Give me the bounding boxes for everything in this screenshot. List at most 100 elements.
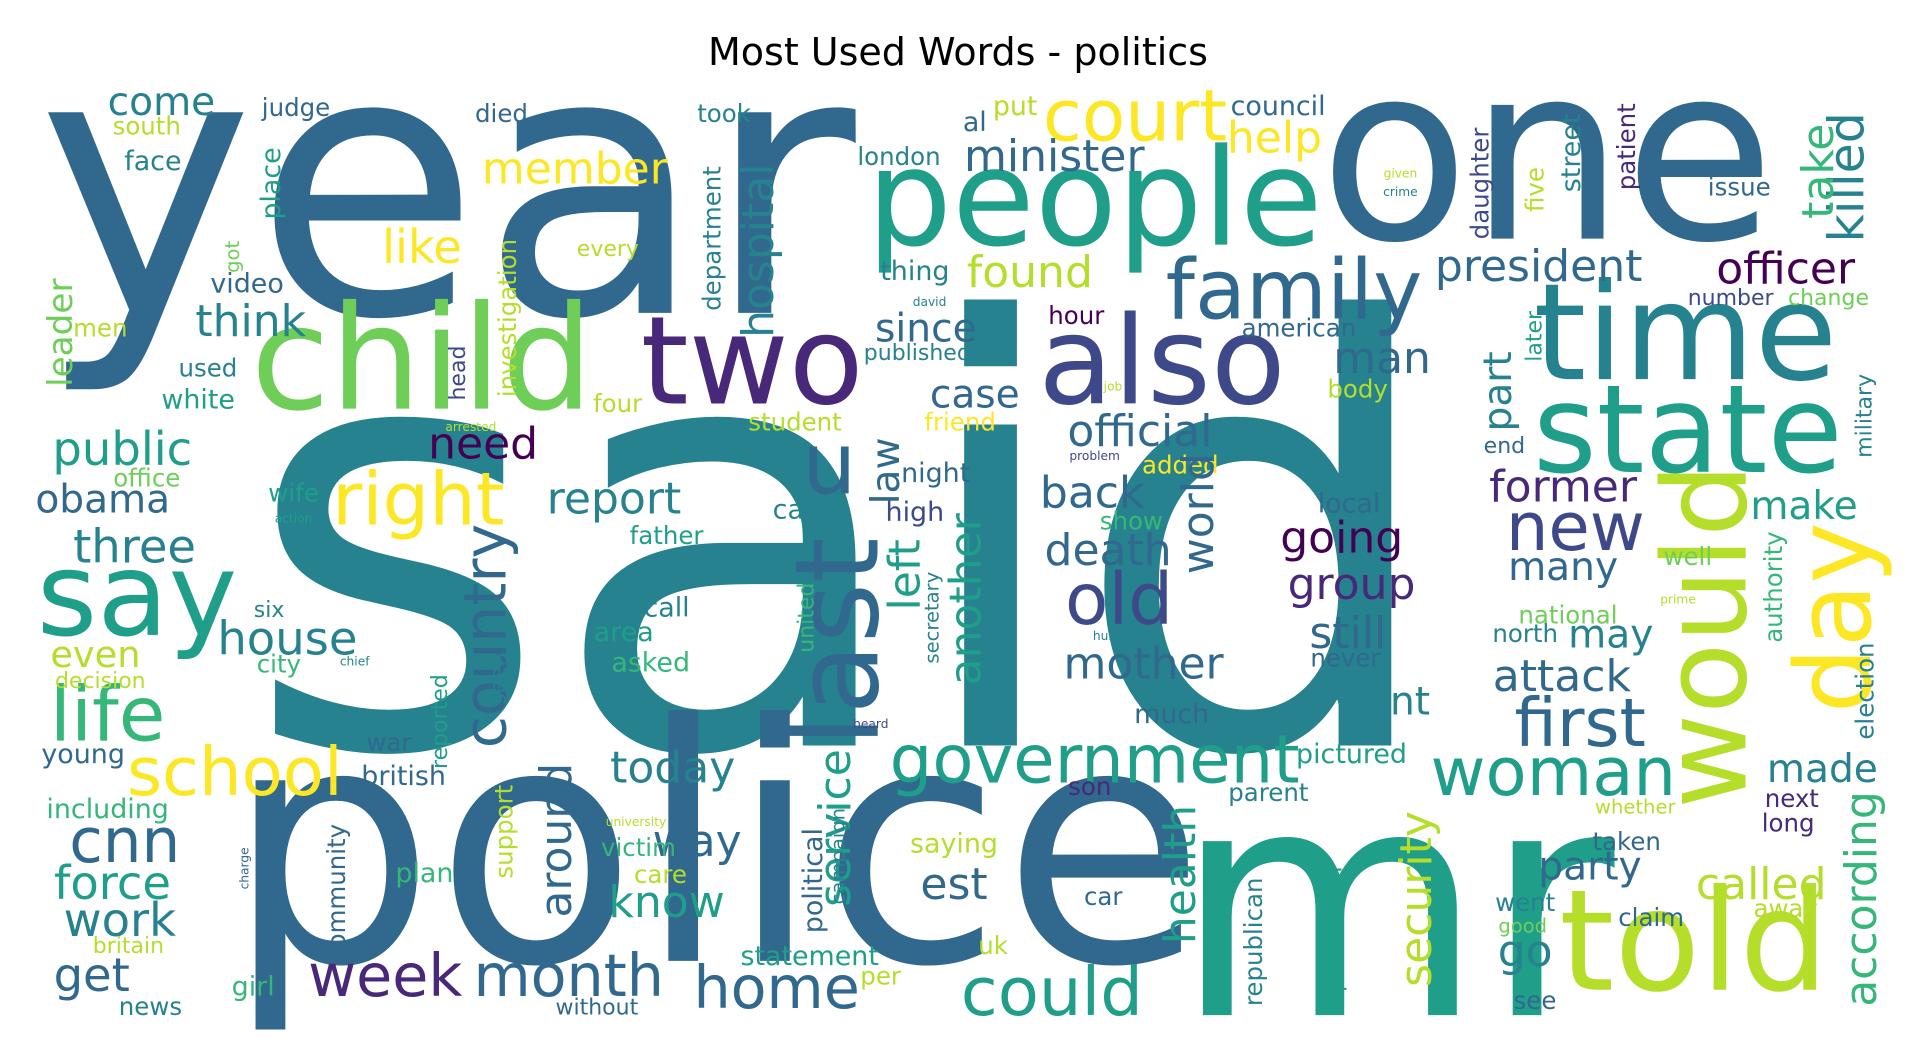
word: long bbox=[1762, 809, 1815, 838]
word: published bbox=[864, 341, 971, 366]
word: two bbox=[641, 289, 864, 432]
word: prime bbox=[1660, 592, 1696, 606]
word: help bbox=[1227, 113, 1322, 164]
word: made bbox=[1767, 747, 1878, 792]
word: report bbox=[547, 474, 681, 525]
word: year bbox=[37, 0, 860, 400]
word: month bbox=[473, 942, 663, 1010]
word: attack bbox=[1493, 651, 1632, 702]
word: take bbox=[1793, 124, 1844, 219]
word: change bbox=[1788, 286, 1869, 311]
word: human bbox=[1093, 629, 1136, 643]
word: go bbox=[1498, 926, 1553, 977]
word: next bbox=[1765, 784, 1819, 813]
word: arrested bbox=[445, 420, 496, 434]
word: car bbox=[1084, 882, 1123, 911]
word: asked bbox=[611, 647, 690, 678]
word: victim bbox=[601, 833, 676, 862]
word: men bbox=[73, 313, 127, 342]
word: man bbox=[1333, 333, 1431, 384]
word: decision bbox=[55, 669, 146, 694]
word: get bbox=[54, 948, 130, 1002]
word: heard bbox=[853, 717, 888, 731]
word: seen bbox=[487, 653, 512, 705]
word: street bbox=[1556, 114, 1587, 193]
word: patient bbox=[1612, 103, 1641, 190]
word: given bbox=[1384, 167, 1418, 181]
word: found bbox=[967, 247, 1093, 298]
word: video bbox=[210, 268, 283, 299]
word: american bbox=[1242, 313, 1357, 342]
word: student bbox=[748, 407, 841, 436]
word: per bbox=[860, 962, 902, 991]
word: may bbox=[1568, 612, 1653, 657]
word: chief bbox=[340, 655, 370, 669]
word: mr bbox=[1174, 720, 1618, 1047]
word: call bbox=[643, 592, 689, 623]
word: woman bbox=[1431, 733, 1677, 811]
word: see bbox=[1514, 986, 1557, 1015]
word: support bbox=[489, 785, 518, 879]
word: est bbox=[920, 859, 987, 910]
word: court bbox=[1043, 75, 1227, 158]
word: well bbox=[1664, 542, 1713, 571]
word: war bbox=[366, 728, 412, 757]
word: also bbox=[1038, 289, 1285, 432]
word: went bbox=[1495, 888, 1555, 917]
word: part bbox=[1476, 351, 1521, 431]
word: political bbox=[798, 828, 829, 933]
word: first bbox=[1515, 684, 1646, 762]
word: secretary bbox=[920, 572, 943, 664]
word: would bbox=[1639, 463, 1774, 809]
word: president bbox=[1435, 241, 1642, 292]
word: number bbox=[1688, 286, 1775, 311]
word: said bbox=[243, 202, 1444, 885]
word: action bbox=[275, 512, 313, 526]
word: even bbox=[50, 633, 140, 676]
word: obama bbox=[35, 478, 170, 523]
word: away bbox=[1753, 894, 1817, 923]
word: since bbox=[875, 307, 977, 352]
word: time bbox=[1533, 254, 1837, 411]
word: london bbox=[857, 142, 940, 171]
word: public bbox=[52, 422, 192, 476]
word: parent bbox=[1228, 778, 1308, 807]
word: officer bbox=[1716, 244, 1856, 295]
word: know bbox=[608, 877, 724, 928]
word: face bbox=[124, 146, 181, 177]
word: united bbox=[795, 583, 820, 653]
word: area bbox=[594, 617, 654, 648]
word: south bbox=[113, 111, 181, 140]
word: britain bbox=[93, 934, 164, 959]
word: british bbox=[361, 761, 446, 792]
word: charge bbox=[238, 847, 252, 889]
word: night bbox=[901, 458, 970, 489]
word: daughter bbox=[1465, 127, 1494, 240]
word: party bbox=[1538, 845, 1641, 890]
word: plan bbox=[395, 858, 453, 889]
word: leader bbox=[41, 278, 81, 387]
word: child bbox=[251, 276, 594, 444]
word: week bbox=[308, 942, 462, 1010]
word: last bbox=[770, 537, 905, 747]
word: friend bbox=[924, 407, 996, 436]
word: service bbox=[810, 749, 861, 907]
word: many bbox=[1508, 545, 1618, 590]
word: thing bbox=[880, 256, 949, 287]
word: could bbox=[961, 953, 1143, 1031]
word: former bbox=[1489, 461, 1638, 512]
word: force bbox=[54, 856, 171, 910]
word: state bbox=[1533, 358, 1843, 501]
word: according bbox=[1836, 791, 1887, 1007]
word: republican bbox=[1239, 877, 1268, 1006]
word: law bbox=[864, 437, 909, 504]
word: place bbox=[256, 147, 287, 219]
word: took bbox=[697, 99, 752, 128]
word: say bbox=[37, 528, 238, 663]
word: school bbox=[127, 733, 343, 811]
word: think bbox=[195, 296, 306, 347]
word: whether bbox=[1595, 796, 1676, 819]
word: council bbox=[1231, 91, 1326, 122]
